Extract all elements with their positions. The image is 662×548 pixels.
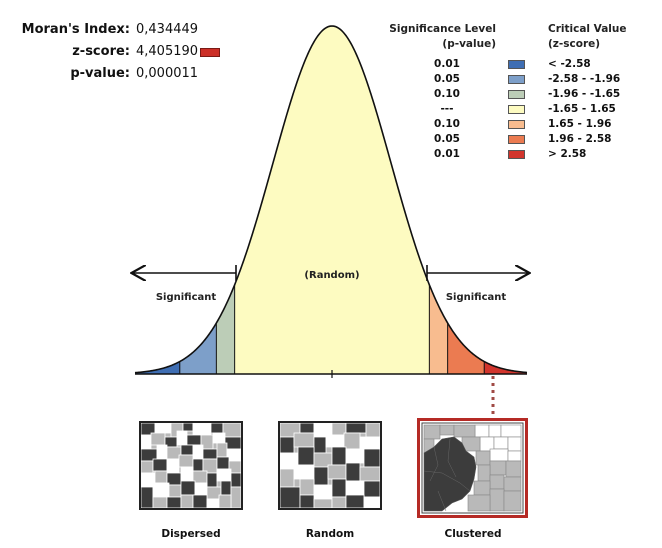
curve-region (484, 361, 527, 374)
legend-row: 0.05 -2.58 - -1.96 (380, 73, 662, 88)
legend: Significance Level (p-value) Critical Va… (380, 22, 662, 162)
legend-swatch (508, 105, 525, 114)
random-map-image (280, 423, 380, 508)
legend-p-value: --- (440, 103, 454, 115)
critical-header: Critical Value (z-score) (548, 22, 627, 52)
legend-range: -1.65 - 1.65 (548, 103, 616, 115)
legend-p-value: 0.10 (434, 88, 460, 100)
z-score-color-swatch (200, 48, 220, 57)
legend-range: < -2.58 (548, 58, 591, 70)
significant-right-label: Significant (446, 292, 507, 303)
random-label: (Random) (304, 270, 359, 281)
map-clustered (417, 418, 528, 518)
curve-region (234, 26, 430, 374)
legend-p-value: 0.01 (434, 58, 460, 70)
dispersed-map-image (141, 423, 241, 508)
legend-p-value: 0.05 (434, 133, 460, 145)
legend-row: --- -1.65 - 1.65 (380, 103, 662, 118)
random-map-label: Random (305, 528, 355, 540)
curve-region (135, 361, 180, 374)
dispersed-label: Dispersed (161, 528, 221, 540)
significant-left-label: Significant (156, 292, 217, 303)
legend-p-value: 0.10 (434, 118, 460, 130)
legend-row: 0.01 > 2.58 (380, 148, 662, 163)
morans-index-label: Moran's Index: (21, 22, 130, 37)
p-value-label: p-value: (70, 66, 130, 81)
curve-region (216, 284, 235, 374)
legend-range: -2.58 - -1.96 (548, 73, 621, 85)
map-random (278, 421, 382, 510)
clustered-map-image (421, 422, 524, 514)
significance-header: Significance Level (p-value) (380, 22, 496, 52)
stats-panel: Moran's Index: 0,434449 z-score: 4,40519… (0, 22, 300, 92)
legend-range: -1.96 - -1.65 (548, 88, 621, 100)
legend-range: 1.96 - 2.58 (548, 133, 612, 145)
map-dispersed (139, 421, 243, 510)
bell-curve-outline (134, 25, 528, 374)
legend-row: 0.10 -1.96 - -1.65 (380, 88, 662, 103)
significance-header-line2: (p-value) (442, 38, 496, 50)
legend-swatch (508, 90, 525, 99)
morans-index-value: 0,434449 (136, 22, 199, 37)
legend-swatch (508, 60, 525, 69)
legend-swatch (508, 120, 525, 129)
z-score-label: z-score: (72, 44, 130, 59)
legend-row: 0.05 1.96 - 2.58 (380, 133, 662, 148)
legend-swatch (508, 150, 525, 159)
legend-p-value: 0.01 (434, 148, 460, 160)
curve-region (429, 284, 448, 374)
legend-swatch (508, 135, 525, 144)
critical-header-line2: (z-score) (548, 38, 601, 50)
curve-regions (135, 26, 527, 374)
legend-range: 1.65 - 1.96 (548, 118, 612, 130)
legend-row: 0.10 1.65 - 1.96 (380, 118, 662, 133)
critical-header-line1: Critical Value (548, 23, 627, 35)
z-score-value: 4,405190 (136, 44, 199, 59)
clustered-label: Clustered (444, 528, 502, 540)
legend-p-value: 0.05 (434, 73, 460, 85)
legend-range: > 2.58 (548, 148, 587, 160)
p-value-value: 0,000011 (136, 66, 199, 81)
legend-swatch (508, 75, 525, 84)
region-dividers (179, 284, 485, 374)
legend-row: 0.01 < -2.58 (380, 58, 662, 73)
significance-header-line1: Significance Level (389, 23, 496, 35)
